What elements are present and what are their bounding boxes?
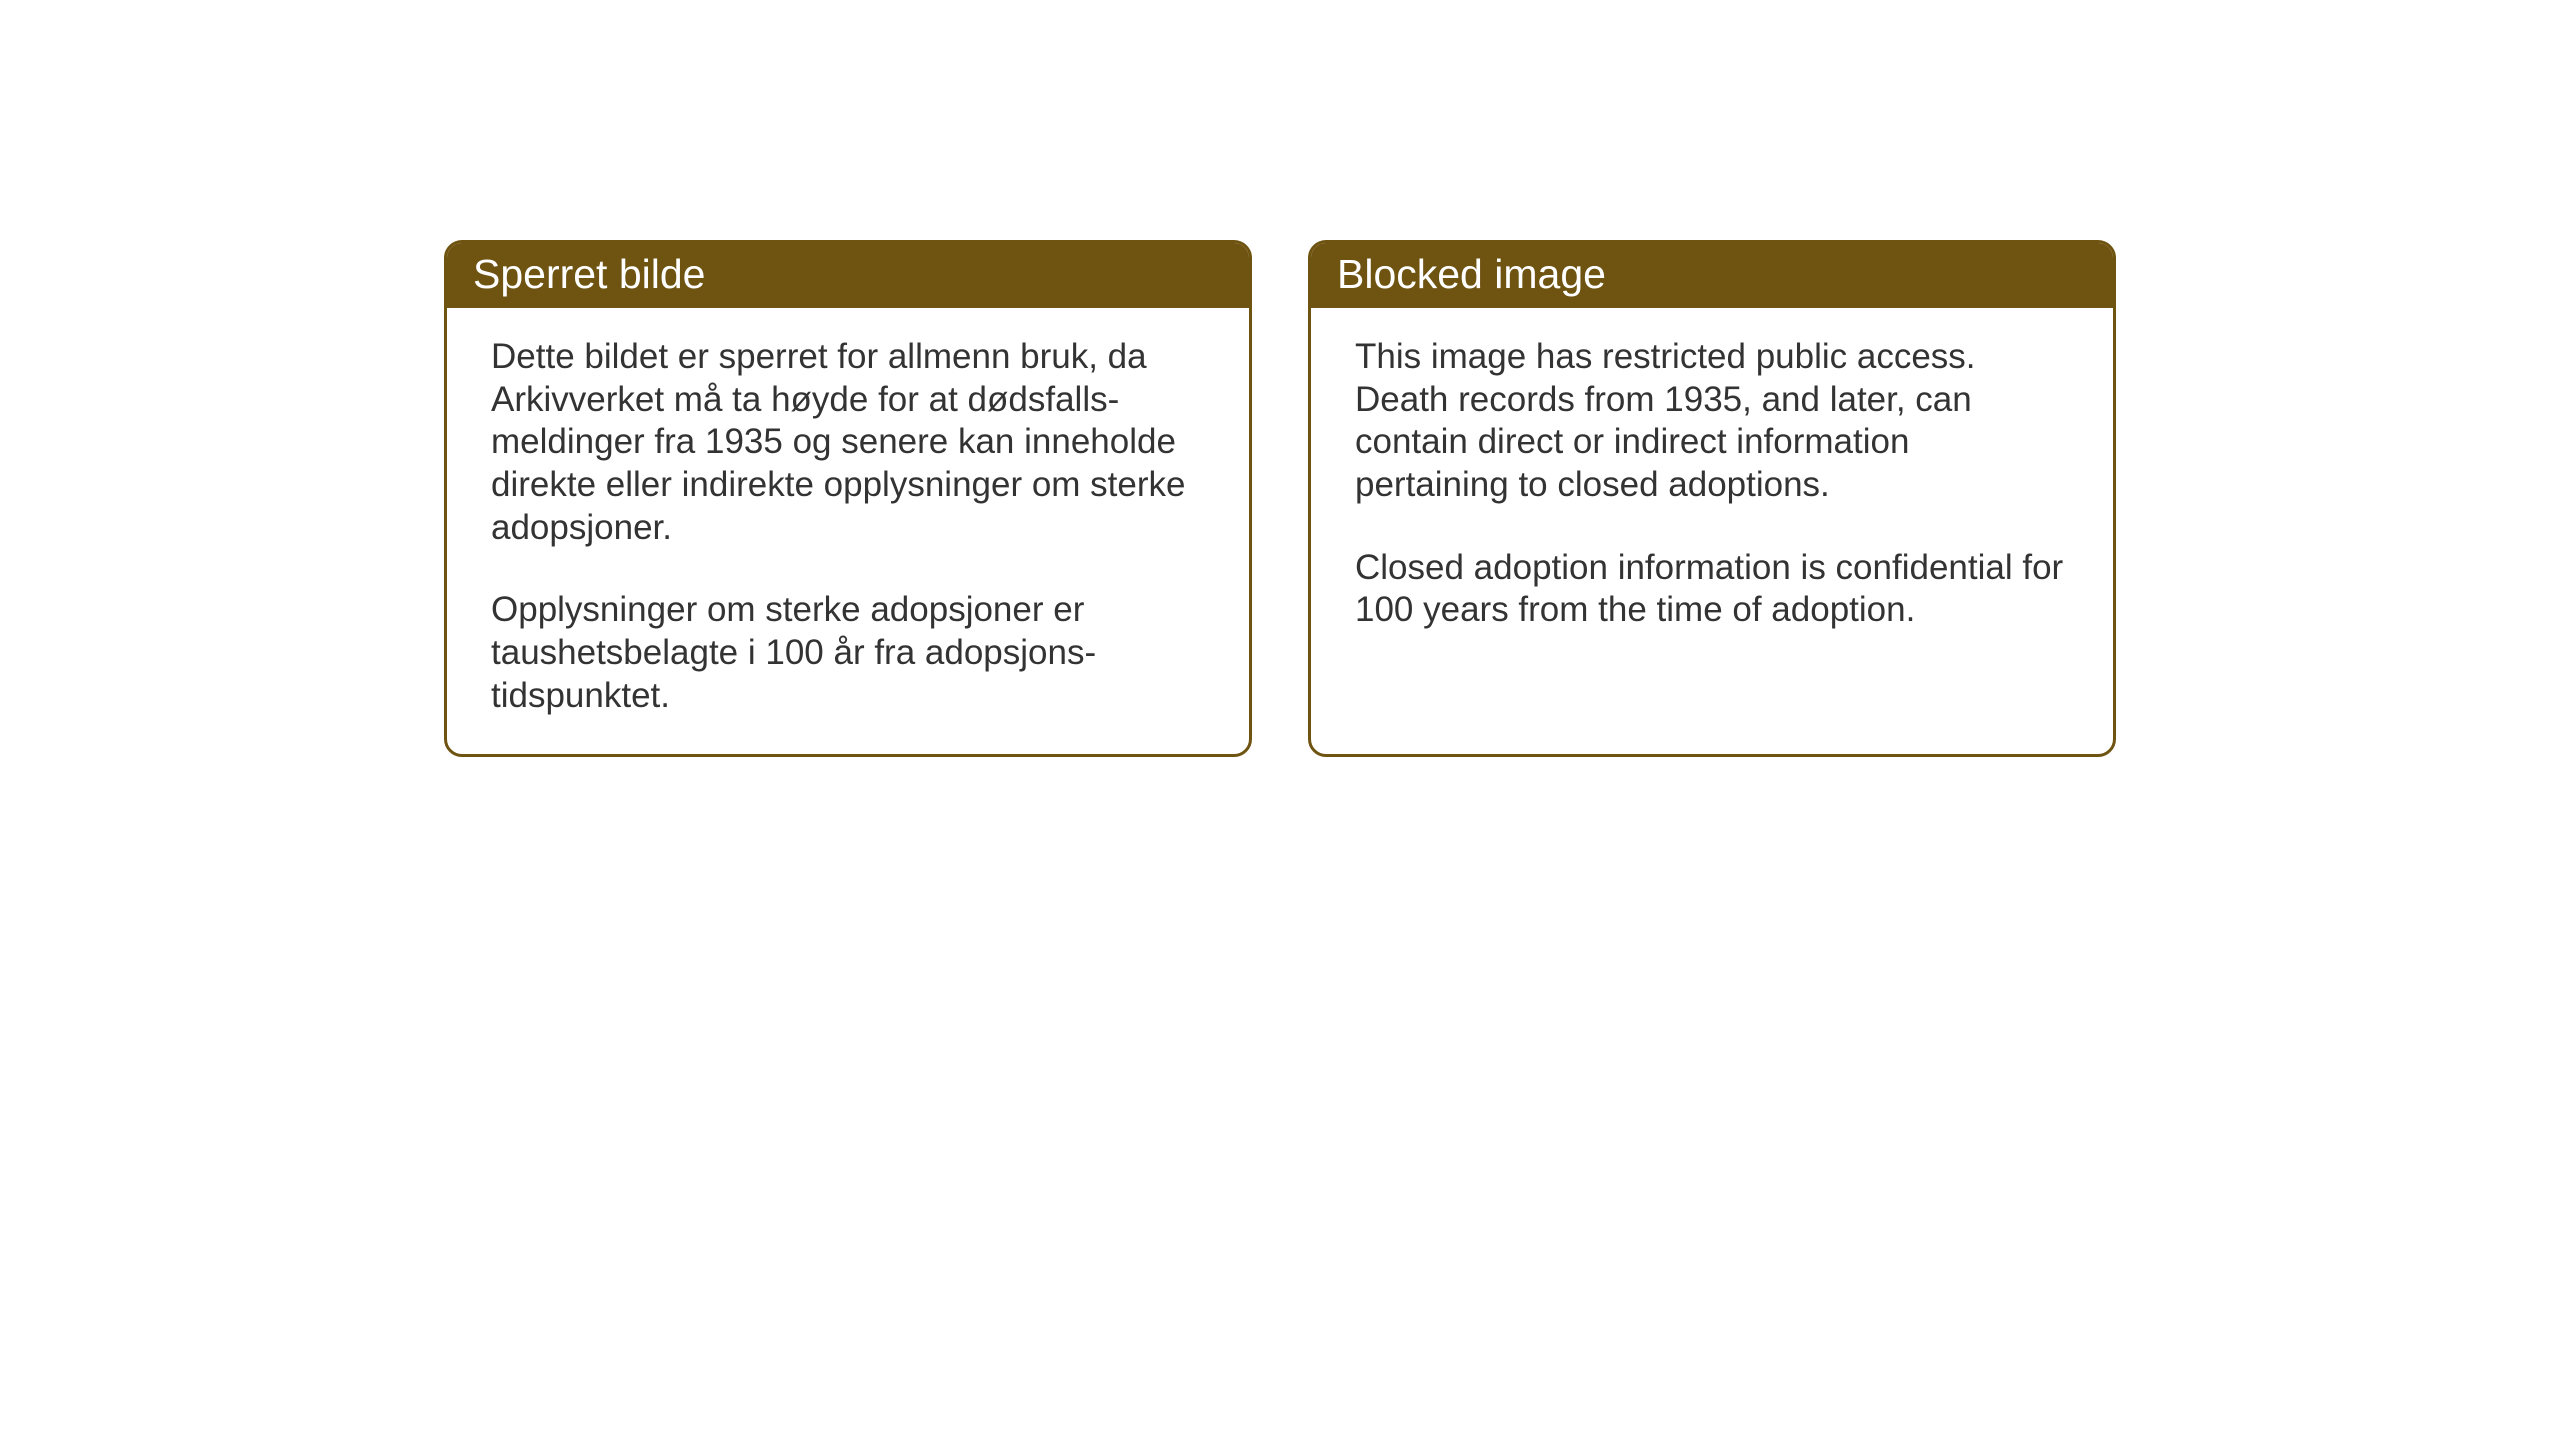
english-card: Blocked image This image has restricted … bbox=[1308, 240, 2116, 757]
english-card-title: Blocked image bbox=[1337, 251, 1606, 297]
english-paragraph-2: Closed adoption information is confident… bbox=[1355, 547, 2069, 632]
card-container: Sperret bilde Dette bildet er sperret fo… bbox=[444, 240, 2116, 757]
english-card-body: This image has restricted public access.… bbox=[1311, 308, 2113, 668]
norwegian-card: Sperret bilde Dette bildet er sperret fo… bbox=[444, 240, 1252, 757]
english-paragraph-1: This image has restricted public access.… bbox=[1355, 336, 2069, 507]
norwegian-card-body: Dette bildet er sperret for allmenn bruk… bbox=[447, 308, 1249, 754]
english-card-header: Blocked image bbox=[1311, 243, 2113, 308]
norwegian-card-title: Sperret bilde bbox=[473, 251, 705, 297]
norwegian-paragraph-1: Dette bildet er sperret for allmenn bruk… bbox=[491, 336, 1205, 549]
norwegian-card-header: Sperret bilde bbox=[447, 243, 1249, 308]
norwegian-paragraph-2: Opplysninger om sterke adopsjoner er tau… bbox=[491, 589, 1205, 717]
